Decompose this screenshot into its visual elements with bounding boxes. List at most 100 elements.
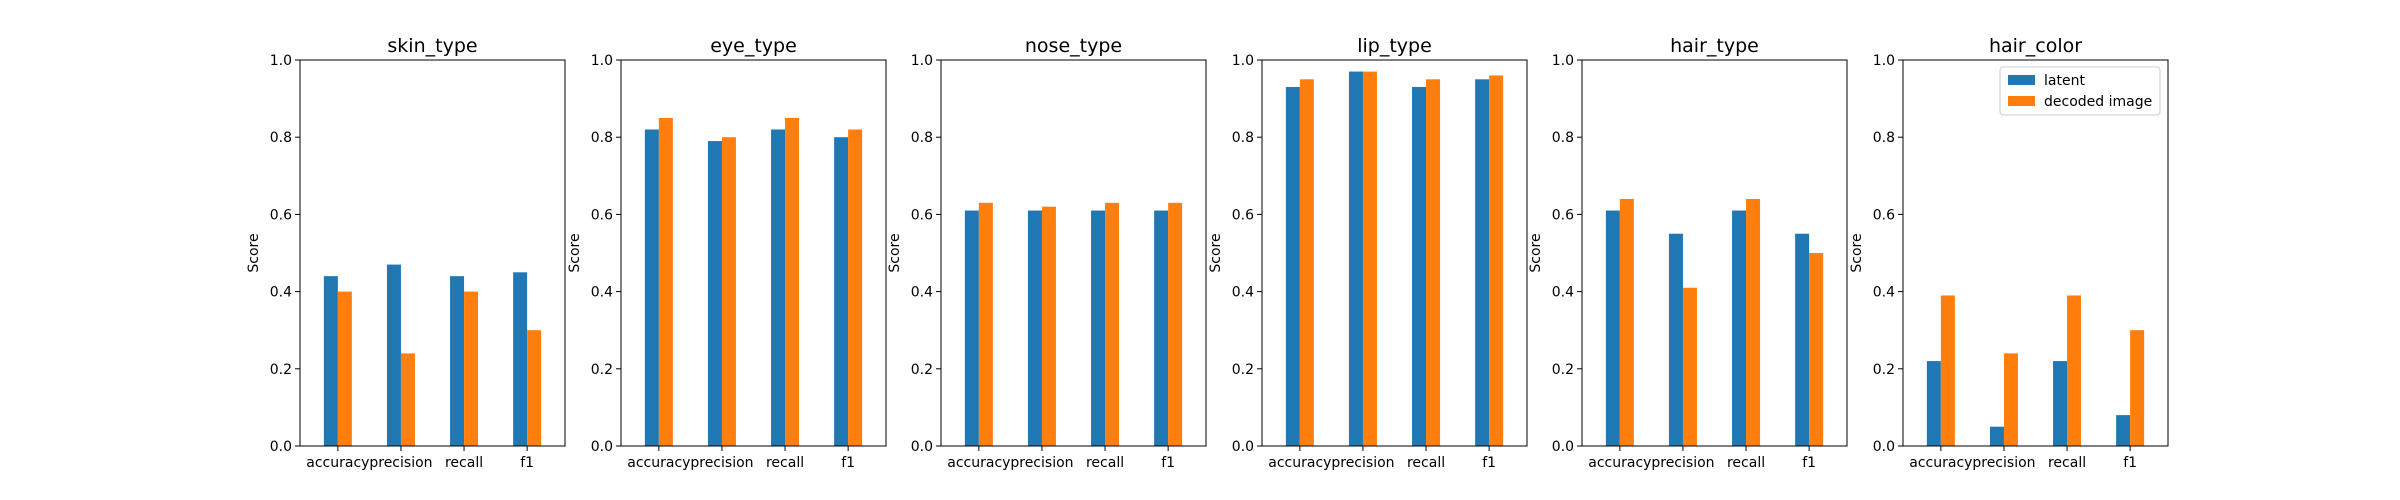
chart-title: nose_type	[1025, 35, 1122, 57]
bar-decoded-image-precision	[721, 137, 736, 446]
y-tick-label: 1.0	[911, 53, 933, 69]
y-tick-label: 0.8	[1552, 130, 1574, 146]
y-tick-label: 0.4	[1552, 285, 1574, 301]
bar-decoded-image-recall	[1105, 202, 1120, 446]
bar-latent-recall	[2053, 361, 2068, 446]
y-tick-label: 1.0	[591, 53, 613, 69]
x-tick-label: accuracy	[1588, 455, 1651, 471]
y-tick-label: 0.6	[1232, 207, 1254, 223]
bar-latent-recall	[450, 276, 465, 446]
y-tick-label: 0.2	[911, 362, 933, 378]
x-tick-label: recall	[1727, 455, 1765, 471]
x-tick-label: f1	[2123, 455, 2137, 471]
x-tick-label: accuracy	[1268, 455, 1331, 471]
x-tick-label: recall	[445, 455, 483, 471]
bar-latent-f1	[1154, 210, 1169, 446]
y-axis-label: Score	[1849, 233, 1865, 272]
x-tick-label: f1	[1802, 455, 1816, 471]
axes-frame	[620, 59, 887, 447]
bar-decoded-image-f1	[848, 129, 863, 447]
y-tick-label: 0.6	[1873, 207, 1895, 223]
bar-latent-recall	[771, 129, 786, 447]
y-axis-label: Score	[567, 233, 583, 272]
bar-decoded-image-precision	[400, 353, 415, 446]
subplot-hair-type: hair_type 0.0 0.2 0.4 0.6 0.8 1.0 accuracy preci…	[1528, 35, 1848, 471]
subplot-eye-type: eye_type 0.0 0.2 0.4 0.6 0.8 1.0 accuracy precis…	[567, 35, 887, 471]
y-tick-label: 0.8	[270, 130, 292, 146]
bar-latent-precision	[1668, 233, 1683, 446]
bar-latent-accuracy	[1926, 361, 1941, 446]
y-tick-label: 0.2	[1552, 362, 1574, 378]
bar-latent-recall	[1091, 210, 1106, 446]
y-tick-label: 0.2	[591, 362, 613, 378]
y-tick-label: 1.0	[270, 53, 292, 69]
y-tick-label: 0.4	[270, 285, 292, 301]
axes-frame	[1581, 59, 1848, 447]
bar-decoded-image-precision	[1362, 71, 1377, 446]
legend-swatch	[2008, 75, 2035, 85]
bar-latent-precision	[386, 264, 401, 446]
x-tick-label: precision	[1331, 455, 1394, 471]
chart-title: hair_type	[1670, 35, 1759, 57]
legend: latent decoded image	[1999, 66, 2161, 116]
chart-title: hair_color	[1989, 35, 2082, 57]
bar-decoded-image-recall	[785, 117, 800, 447]
axes-frame	[940, 59, 1207, 447]
bar-decoded-image-precision	[1682, 287, 1697, 446]
bar-latent-accuracy	[323, 276, 338, 446]
x-tick-label: precision	[1972, 455, 2035, 471]
axes-frame	[1261, 59, 1528, 447]
bar-decoded-image-recall	[464, 291, 479, 446]
bar-latent-f1	[513, 272, 528, 446]
axes-frame	[299, 59, 566, 447]
y-tick-label: 0.2	[270, 362, 292, 378]
x-tick-label: precision	[690, 455, 753, 471]
legend-label: latent	[2044, 73, 2085, 89]
legend-label: decoded image	[2044, 94, 2152, 110]
x-tick-label: recall	[766, 455, 804, 471]
y-tick-label: 0.0	[911, 439, 933, 455]
y-axis-label: Score	[1208, 233, 1224, 272]
bar-decoded-image-f1	[1809, 253, 1824, 446]
x-tick-label: f1	[1482, 455, 1496, 471]
x-tick-label: f1	[1161, 455, 1175, 471]
subplot-nose-type: nose_type 0.0 0.2 0.4 0.6 0.8 1.0 accuracy preci…	[887, 35, 1207, 471]
bar-latent-recall	[1412, 87, 1427, 447]
bar-decoded-image-f1	[527, 330, 542, 446]
bar-decoded-image-f1	[1168, 202, 1183, 446]
bar-latent-f1	[834, 137, 849, 446]
legend-swatch	[2008, 96, 2035, 106]
y-tick-label: 0.6	[591, 207, 613, 223]
y-axis-label: Score	[887, 233, 903, 272]
bar-decoded-image-precision	[1041, 206, 1056, 446]
y-tick-label: 1.0	[1552, 53, 1574, 69]
y-tick-label: 0.6	[1552, 207, 1574, 223]
bar-decoded-image-accuracy	[1619, 198, 1634, 446]
y-tick-label: 0.4	[1873, 285, 1895, 301]
y-tick-label: 0.2	[1873, 362, 1895, 378]
x-tick-label: accuracy	[306, 455, 369, 471]
bar-decoded-image-accuracy	[978, 202, 993, 446]
y-tick-label: 0.0	[1873, 439, 1895, 455]
bar-decoded-image-f1	[2130, 330, 2145, 446]
x-tick-label: recall	[1086, 455, 1124, 471]
x-tick-label: precision	[1651, 455, 1714, 471]
legend-box	[1999, 66, 2161, 116]
bar-latent-recall	[1732, 210, 1747, 446]
bar-decoded-image-accuracy	[337, 291, 352, 446]
subplot-hair-color: hair_color 0.0 0.2 0.4 0.6 0.8 1.0 accuracy prec…	[1849, 35, 2169, 471]
x-tick-label: accuracy	[627, 455, 690, 471]
subplot-skin-type: skin_type 0.0 0.2 0.4 0.6 0.8 1.0 accuracy preci…	[246, 35, 566, 471]
bar-latent-accuracy	[644, 129, 659, 447]
y-tick-label: 0.6	[911, 207, 933, 223]
bar-latent-precision	[1027, 210, 1042, 446]
chart-title: skin_type	[387, 35, 477, 57]
bar-decoded-image-accuracy	[1940, 295, 1955, 446]
bar-latent-accuracy	[1285, 87, 1300, 447]
x-tick-label: accuracy	[947, 455, 1010, 471]
bar-decoded-image-accuracy	[658, 117, 673, 447]
chart-title: eye_type	[710, 35, 797, 57]
y-tick-label: 0.4	[911, 285, 933, 301]
y-tick-label: 0.4	[591, 285, 613, 301]
